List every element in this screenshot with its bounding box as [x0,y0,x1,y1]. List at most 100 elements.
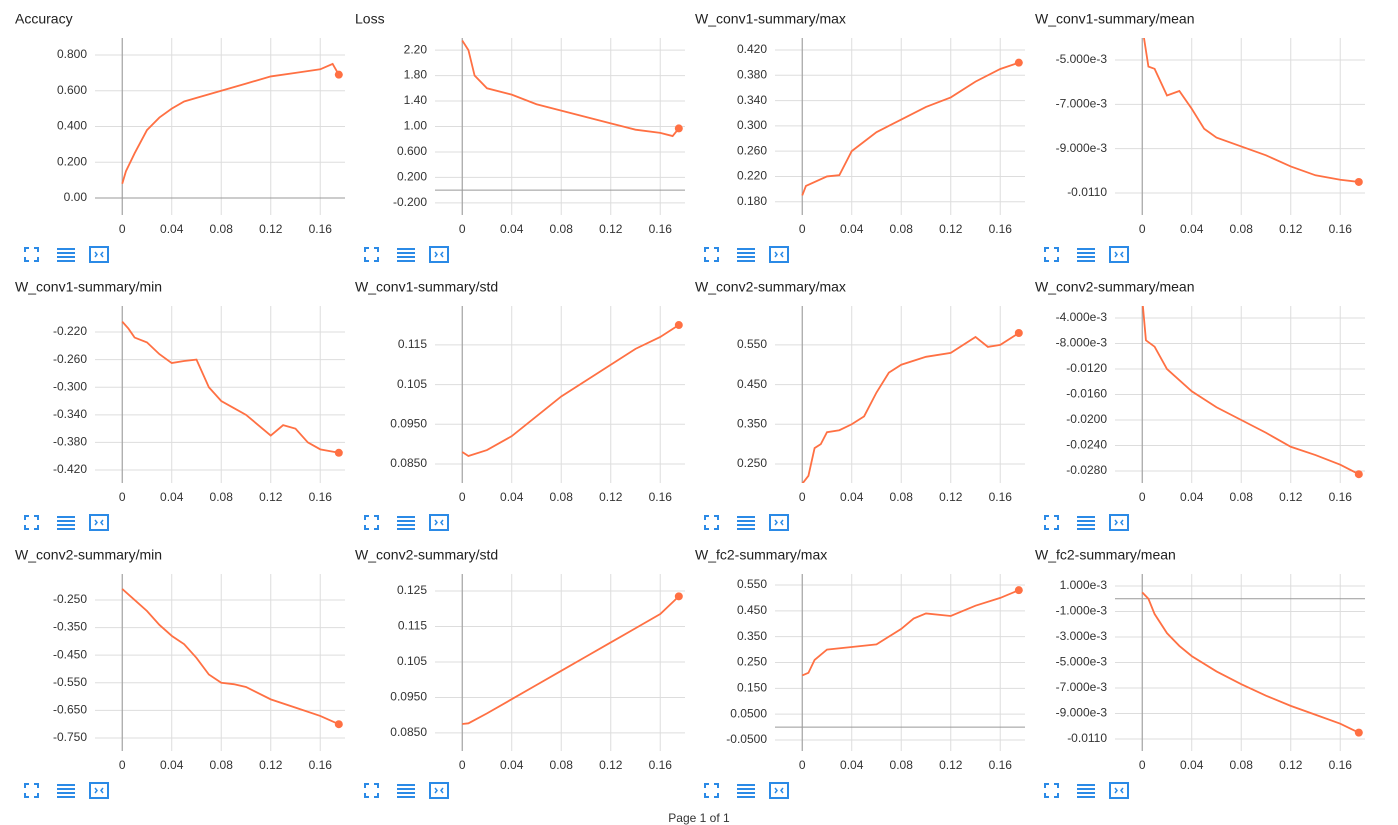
toggle-log-button[interactable] [397,248,415,262]
series-line [1141,306,1360,476]
fit-domain-button[interactable] [1109,514,1129,531]
icon-bar [1077,796,1095,798]
toggle-log-button[interactable] [737,516,755,530]
expand-button[interactable] [24,247,39,262]
chart-card: W_conv2-summary/max 0.250 0.350 0.450 0.550 0… [695,279,1025,531]
y-tick-label: 0.600 [397,144,427,158]
y-tick-label: -0.450 [53,647,87,661]
x-tick-label: 0.16 [649,222,673,236]
y-tick-label: 0.250 [737,456,767,470]
chart-card: W_conv1-summary/std 0.0850 0.0950 0.105 0.11… [355,279,685,531]
y-tick-label: -5.000e-3 [1056,655,1108,669]
toggle-log-button[interactable] [397,784,415,798]
chart-title: W_fc2-summary/mean [1035,547,1176,563]
toggle-log-button[interactable] [737,784,755,798]
icon-inner [434,251,444,258]
chart-title: Accuracy [15,11,73,27]
icon-stroke [1054,257,1059,262]
icon-bar [737,252,755,254]
x-tick-label: 0.08 [210,222,234,236]
expand-button[interactable] [24,783,39,798]
icon-stroke [34,525,39,530]
y-tick-label: -0.650 [53,703,87,717]
chart-title: Loss [355,11,385,27]
toggle-log-button[interactable] [57,248,75,262]
expand-button[interactable] [364,515,379,530]
expand-button[interactable] [704,247,719,262]
icon-bar [737,516,755,518]
x-tick-label: 0.12 [1279,222,1303,236]
fit-domain-button[interactable] [429,246,449,263]
y-tick-label: 0.150 [737,681,767,695]
y-tick-label: 1.000e-3 [1060,578,1108,592]
y-tick-label: 0.450 [737,377,767,391]
expand-button[interactable] [1044,247,1059,262]
y-tick-label: 0.180 [737,194,767,208]
chart-title: W_conv2-summary/mean [1035,279,1195,295]
y-tick-label: -0.0500 [726,732,767,746]
icon-bar [1077,784,1095,786]
icon-bar [397,252,415,254]
icon-frame [89,246,109,263]
y-tick-label: 0.115 [398,619,427,633]
y-tick-label: 0.00 [64,190,88,204]
icon-stroke [714,793,719,798]
toggle-log-button[interactable] [57,784,75,798]
toggle-log-button[interactable] [1077,516,1095,530]
icon-stroke [24,515,29,520]
expand-button[interactable] [704,515,719,530]
icon-frame [429,514,449,531]
icon-stroke [1044,783,1049,788]
icon-bar [737,528,755,530]
series-line [121,321,339,454]
expand-button[interactable] [364,783,379,798]
x-tick-label: 0.04 [500,758,524,772]
icon-stroke [714,783,719,788]
icon-inner [434,519,444,526]
toggle-log-button[interactable] [737,248,755,262]
fit-domain-button[interactable] [89,246,109,263]
fit-domain-button[interactable] [89,514,109,531]
fit-domain-button[interactable] [89,782,109,799]
toggle-log-button[interactable] [57,516,75,530]
expand-button[interactable] [1044,515,1059,530]
icon-bar [1077,252,1095,254]
chart-card: W_conv1-summary/max 0.180 0.220 0.260 0.300 0… [695,11,1025,263]
y-tick-label: 0.0850 [390,456,427,470]
y-tick-label: -0.260 [53,352,87,366]
icon-stroke [364,257,369,262]
icon-inner [94,251,104,258]
fit-domain-button[interactable] [429,514,449,531]
toggle-log-button[interactable] [397,516,415,530]
toggle-log-button[interactable] [1077,248,1095,262]
x-tick-label: 0 [1139,222,1146,236]
icon-stroke [1044,247,1049,252]
icon-inner [1114,251,1124,258]
expand-button[interactable] [1044,783,1059,798]
fit-domain-button[interactable] [769,782,789,799]
series-line [801,332,1020,483]
x-tick-label: 0.16 [649,490,673,504]
fit-domain-button[interactable] [429,782,449,799]
fit-domain-button[interactable] [769,246,789,263]
fit-domain-button[interactable] [1109,782,1129,799]
x-tick-label: 0.16 [989,758,1013,772]
chart-card: W_conv2-summary/min -0.750 -0.650 -0.550 -0.… [15,547,345,799]
icon-inner [434,787,444,794]
expand-button[interactable] [704,783,719,798]
icon-bar [737,792,755,794]
y-tick-label: 0.250 [737,655,767,669]
expand-button[interactable] [364,247,379,262]
icon-bar [57,792,75,794]
fit-domain-button[interactable] [1109,246,1129,263]
expand-button[interactable] [24,515,39,530]
fit-domain-button[interactable] [769,514,789,531]
last-point [1014,58,1023,67]
y-tick-label: -0.200 [393,195,427,209]
icon-bar [1077,260,1095,262]
icon-bar [57,520,75,522]
x-tick-label: 0 [459,222,466,236]
toggle-log-button[interactable] [1077,784,1095,798]
icon-bar [397,520,415,522]
